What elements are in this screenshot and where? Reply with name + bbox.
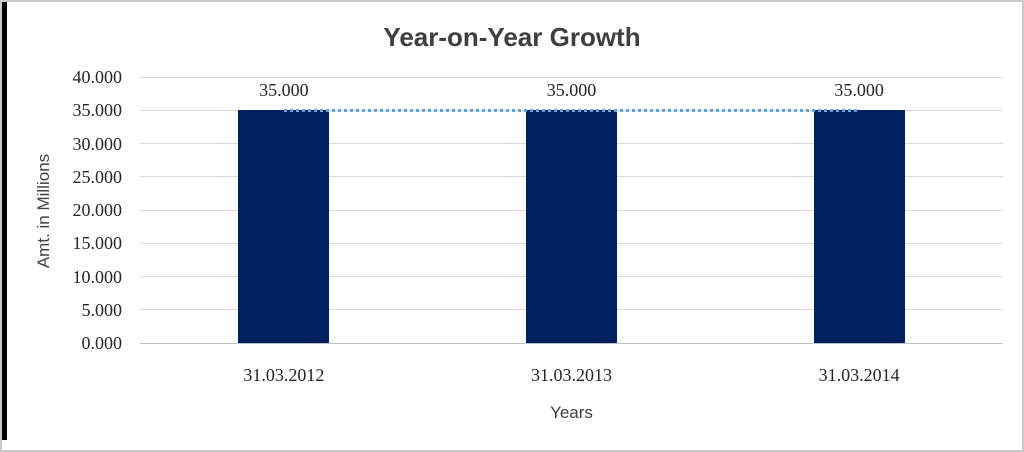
x-tick-label: 31.03.2012 [243,365,325,385]
y-tick-label: 10.000 [72,266,123,287]
y-tick-label: 35.000 [72,100,123,121]
chart-title: Year-on-Year Growth [383,22,641,52]
x-axis-title: Years [550,403,593,422]
y-tick-label: 15.000 [72,233,123,254]
trend-line [283,108,860,112]
bar [238,110,330,343]
gridline [140,76,1003,78]
x-axis-line [140,342,1003,344]
y-tick-label: 40.000 [72,67,123,87]
plot-area: Years 35.000 31.03.2012 35.000 31.03.2013 35… [140,76,1003,422]
bar [813,110,905,343]
x-tick-label: 31.03.2013 [531,365,612,385]
y-tick-label: 25.000 [72,166,123,187]
bar [526,110,617,343]
left-border-strip [2,2,7,440]
y-tick-label: 20.000 [72,200,123,220]
bar-data-label: 35.000 [834,80,884,101]
x-tick-label: 31.03.2014 [818,365,900,385]
y-tick-label: 5.000 [81,299,123,320]
bar-data-label: 35.000 [546,80,597,101]
y-tick-label: 30.000 [72,133,123,154]
bar-data-label: 35.000 [259,80,309,101]
y-axis-tick-labels: 0.000 5.000 10.000 15.000 20.000 25.000 30.000… [30,67,130,353]
y-tick-label: 0.000 [81,333,123,353]
